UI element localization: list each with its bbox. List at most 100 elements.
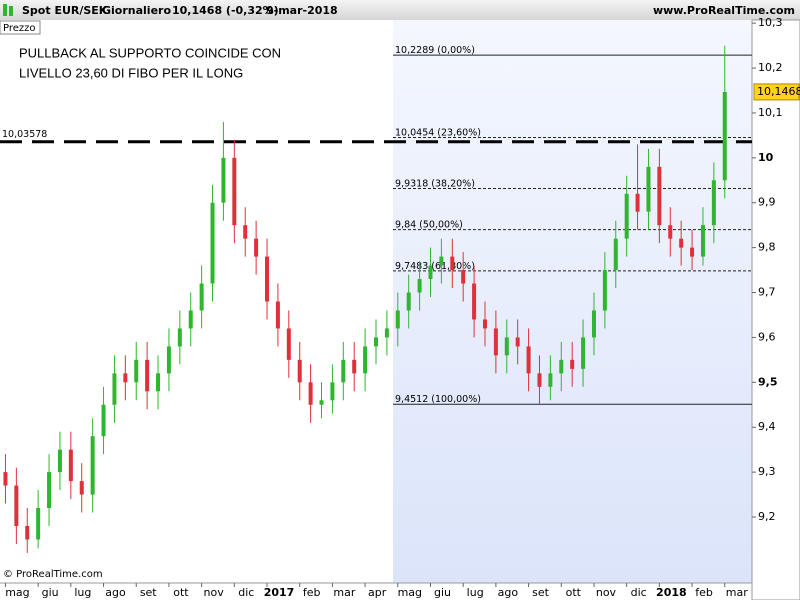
candle-body bbox=[243, 225, 248, 239]
x-tick-label: set bbox=[140, 586, 157, 599]
candle-body bbox=[613, 238, 618, 271]
candle-body bbox=[308, 382, 313, 405]
annotation: PULLBACK AL SUPPORTO COINCIDE CON bbox=[19, 45, 281, 60]
candle-body bbox=[145, 359, 150, 392]
candle-body bbox=[265, 256, 270, 302]
candle-body bbox=[461, 270, 466, 284]
fib-label: 9,7483 (61,80%) bbox=[395, 261, 475, 272]
x-tick-label: mar bbox=[333, 586, 355, 599]
candle-body bbox=[275, 301, 280, 329]
y-tick-label: 10,1 bbox=[758, 106, 783, 119]
candle-body bbox=[57, 449, 62, 473]
candle-body bbox=[90, 436, 95, 495]
y-tick-label: 9,4 bbox=[758, 420, 776, 433]
y-tick-label: 9,5 bbox=[758, 375, 778, 388]
icon bbox=[9, 6, 13, 16]
x-tick-label: dic bbox=[238, 586, 254, 599]
y-tick-label: 10 bbox=[758, 151, 774, 164]
candle-body bbox=[624, 193, 629, 239]
x-tick-label: mar bbox=[726, 586, 748, 599]
x-tick-label: ago bbox=[498, 586, 519, 599]
candle-body bbox=[537, 373, 542, 387]
candle-body bbox=[526, 346, 531, 374]
candle-body bbox=[25, 525, 30, 540]
x-tick-label: 2018 bbox=[656, 586, 687, 599]
candle-body bbox=[559, 359, 564, 374]
fib-label: 9,9318 (38,20%) bbox=[395, 178, 475, 189]
candle-body bbox=[232, 157, 237, 226]
x-tick-label: ago bbox=[105, 586, 126, 599]
candle-body bbox=[472, 283, 477, 320]
candle-body bbox=[635, 193, 640, 212]
annotation: LIVELLO 23,60 DI FIBO PER IL LONG bbox=[19, 65, 243, 80]
candle-body bbox=[374, 337, 378, 347]
fib-zone bbox=[393, 20, 752, 583]
candle-body bbox=[406, 292, 411, 311]
candle-body bbox=[112, 373, 117, 405]
candle-body bbox=[646, 166, 651, 212]
candle-body bbox=[188, 310, 193, 329]
x-tick-label: ott bbox=[566, 586, 582, 599]
y-tick-label: 9,3 bbox=[758, 465, 776, 478]
candle-body bbox=[286, 328, 291, 360]
candle-body bbox=[711, 180, 716, 226]
candle-body bbox=[679, 238, 684, 248]
x-tick-label: mag bbox=[5, 586, 29, 599]
candle-body bbox=[439, 256, 444, 266]
candle-body bbox=[330, 382, 335, 401]
period: Giornaliero bbox=[102, 4, 171, 17]
candle-body bbox=[417, 279, 422, 293]
candle-body bbox=[548, 373, 553, 387]
icon bbox=[3, 4, 7, 16]
candle-body bbox=[722, 91, 727, 181]
x-tick-label: lug bbox=[74, 586, 91, 599]
candle-body bbox=[123, 373, 128, 383]
x-tick-label: nov bbox=[204, 586, 225, 599]
candle-body bbox=[515, 337, 520, 347]
x-tick-label: giu bbox=[434, 586, 451, 599]
candle-body bbox=[47, 472, 52, 509]
y-tick-label: 9,8 bbox=[758, 241, 776, 254]
x-tick-label: set bbox=[532, 586, 549, 599]
candle-body bbox=[363, 346, 368, 374]
candle-body bbox=[14, 485, 19, 526]
candle-body bbox=[581, 337, 586, 369]
candle-body bbox=[690, 247, 695, 257]
candle-body bbox=[700, 225, 705, 257]
candle-body bbox=[101, 404, 106, 437]
candle-body bbox=[210, 202, 215, 284]
x-tick-label: dic bbox=[631, 586, 647, 599]
last-price-box bbox=[753, 83, 800, 101]
candle-body bbox=[493, 328, 498, 356]
date: 9-mar-2018 bbox=[266, 4, 338, 17]
candle-body bbox=[657, 166, 662, 226]
x-tick-label: feb bbox=[695, 586, 713, 599]
candle-body bbox=[177, 328, 182, 347]
candle-body bbox=[297, 359, 302, 383]
candle-body bbox=[352, 359, 357, 374]
candle-body bbox=[36, 508, 41, 540]
fib-label: 10,2289 (0,00%) bbox=[395, 45, 475, 56]
x-tick-label: mag bbox=[398, 586, 422, 599]
candle-body bbox=[591, 310, 596, 338]
x-tick-label: ott bbox=[173, 586, 189, 599]
candle-body bbox=[668, 225, 673, 239]
candle-body bbox=[3, 472, 8, 486]
candle-body bbox=[482, 319, 487, 329]
y-tick-label: 9,7 bbox=[758, 286, 776, 299]
y-tick-label: 10,2 bbox=[758, 61, 783, 74]
y-tick-label: 9,9 bbox=[758, 196, 776, 209]
x-tick-label: apr bbox=[368, 586, 387, 599]
panel-label[interactable]: Prezzo bbox=[3, 23, 36, 34]
fib-label: 10,0454 (23,60%) bbox=[395, 127, 481, 138]
panel-tab[interactable] bbox=[0, 20, 41, 35]
title: Spot EUR/SEK bbox=[22, 4, 108, 17]
candle-body bbox=[199, 283, 204, 311]
candle-body bbox=[602, 270, 607, 311]
x-tick-label: feb bbox=[303, 586, 321, 599]
site: www.ProRealTime.com bbox=[653, 4, 795, 17]
header-bar bbox=[0, 0, 800, 20]
y-tick-label: 9,2 bbox=[758, 510, 776, 523]
y-tick-label: 9,6 bbox=[758, 330, 776, 343]
